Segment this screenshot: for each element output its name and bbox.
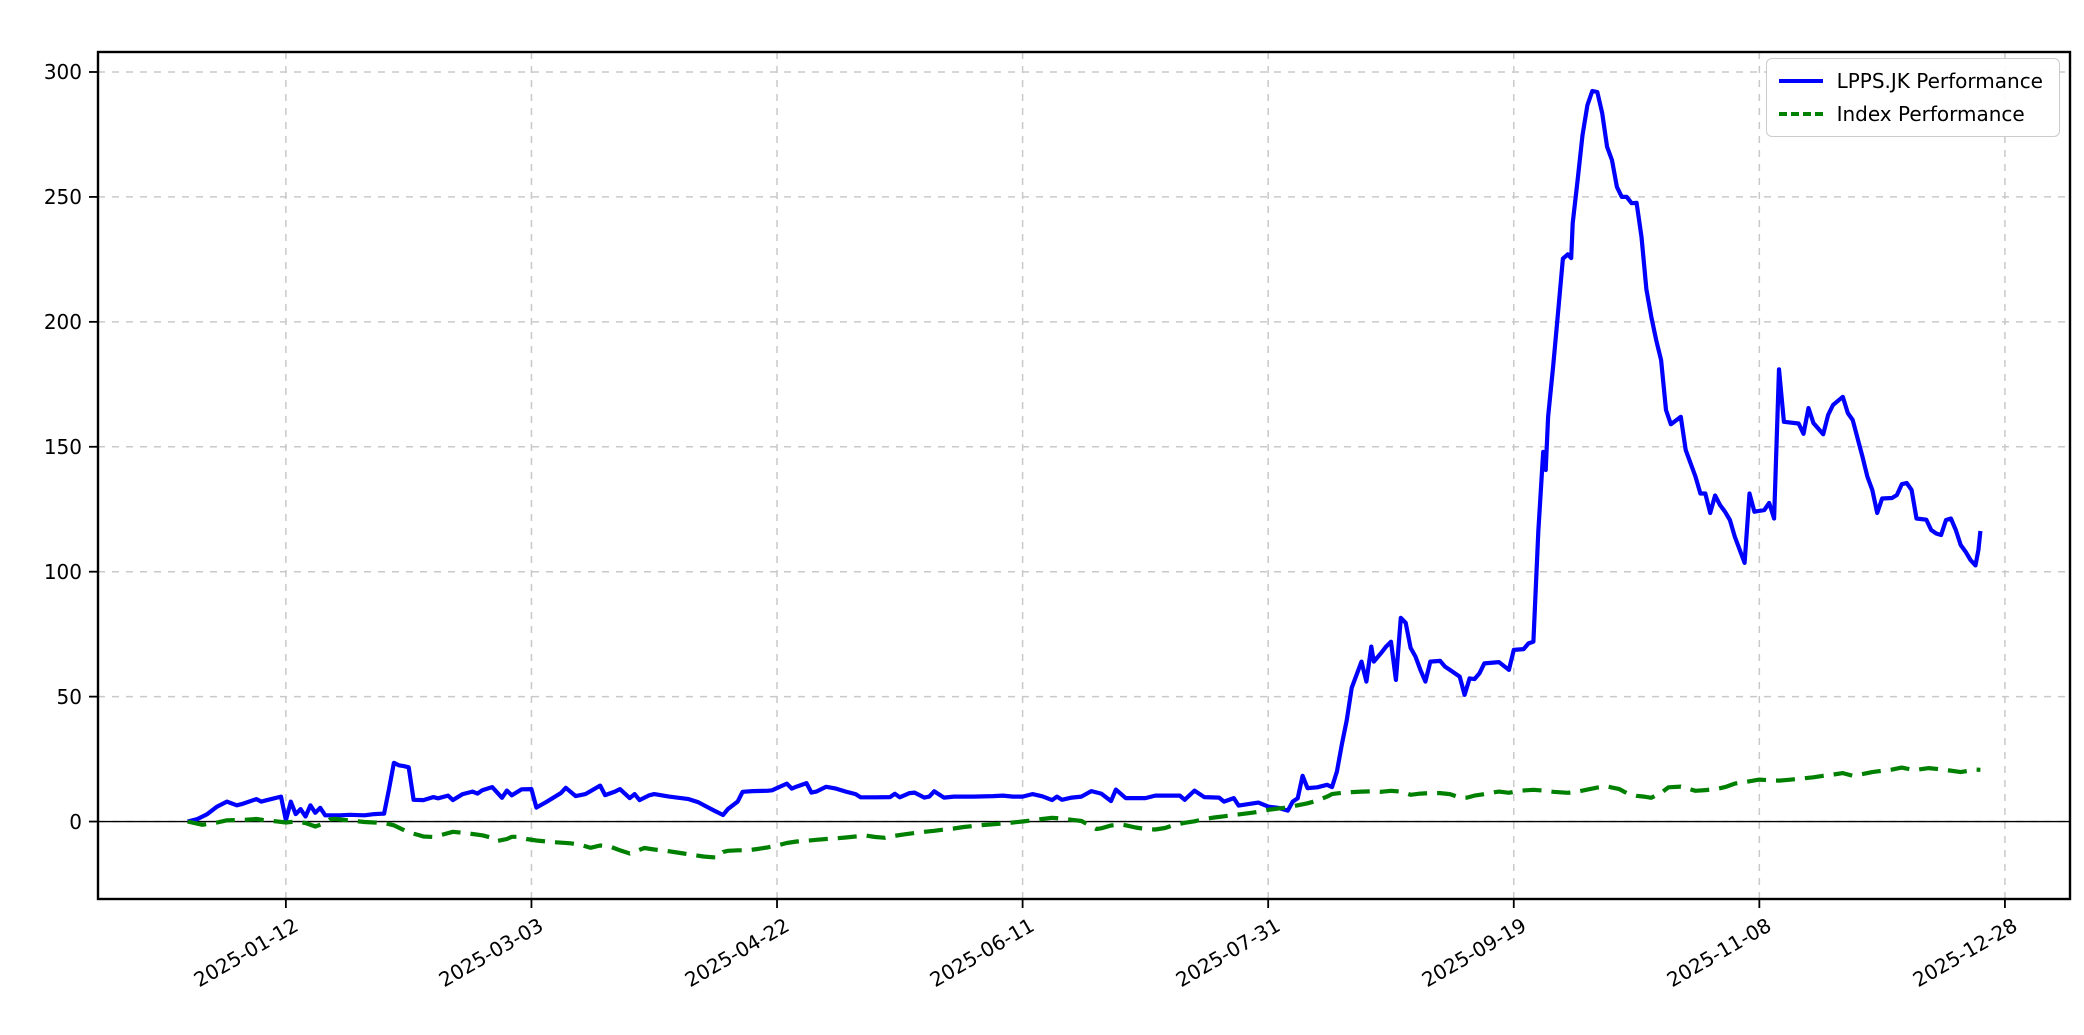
legend-label-index: Index Performance bbox=[1836, 102, 2025, 126]
legend-label-lpps: LPPS.JK Performance bbox=[1836, 69, 2043, 93]
index-line-swatch-icon bbox=[1778, 112, 1823, 116]
y-tick-label: 0 bbox=[69, 809, 82, 834]
y-tick-label: 50 bbox=[56, 684, 82, 709]
y-tick-label: 250 bbox=[43, 184, 82, 209]
y-tick-label: 100 bbox=[43, 559, 82, 584]
y-tick-label: 150 bbox=[43, 434, 82, 459]
y-tick-label: 200 bbox=[43, 309, 82, 334]
legend-item-lpps: LPPS.JK Performance bbox=[1778, 69, 2043, 93]
legend-item-index: Index Performance bbox=[1778, 102, 2043, 126]
lpps-line-swatch-icon bbox=[1778, 79, 1823, 83]
plot-border bbox=[96, 50, 2072, 901]
index-performance-line bbox=[187, 765, 1981, 860]
legend: LPPS.JK Performance Index Performance bbox=[1765, 58, 2060, 137]
y-tick-label: 300 bbox=[43, 59, 82, 84]
